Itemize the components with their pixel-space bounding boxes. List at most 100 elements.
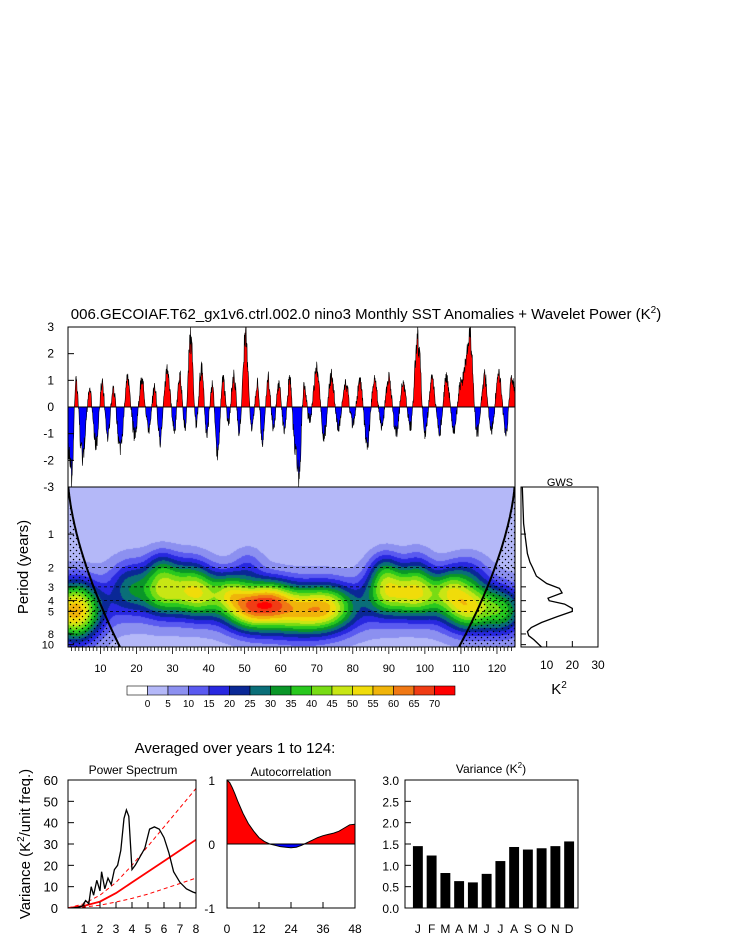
wavelet-time-axis: 10 20 30 40 50 60 70 80 90 100 110 120 [71, 647, 512, 675]
mv-y-tick-label: 0.5 [382, 881, 399, 895]
wavelet-colorbar: 0 5 10 15 20 25 30 35 40 45 50 55 60 65 70 [126, 685, 456, 710]
period-tick-label: 8 [48, 629, 54, 641]
sst-y-tick-label: -1 [43, 427, 54, 441]
period-tick-label: 3 [48, 582, 54, 594]
colorbar-swatch [249, 685, 271, 696]
autocorrelation-curve [226, 779, 356, 849]
ps-x-tick-label: 8 [193, 922, 200, 936]
autocorrelation-area [227, 780, 355, 844]
colorbar-swatch [311, 685, 333, 696]
coi-left-hatch [68, 487, 120, 647]
month-tick-label: J [497, 922, 503, 936]
monthly-variance-bar [426, 855, 437, 908]
ps-y-tick-label: 60 [44, 773, 58, 788]
sst-positive-area [68, 327, 515, 407]
monthly-variance-bar [550, 846, 561, 908]
mv-y-tick-label: 2.5 [382, 795, 399, 809]
sst-y-tick-label: -2 [43, 453, 54, 467]
red-noise-mean [68, 838, 196, 908]
sst-anomaly-panel: -3 -2 -1 0 1 2 3 [43, 320, 516, 494]
colorbar-label: 15 [203, 699, 215, 710]
colorbar-label: 45 [326, 699, 338, 710]
sst-y-tick-label: 0 [47, 400, 54, 414]
mv-y-tick-label: 2.0 [382, 817, 399, 831]
mv-y-tick-label: 1.0 [382, 859, 399, 873]
time-tick-label: 30 [166, 663, 178, 675]
time-tick-label: 70 [311, 663, 323, 675]
ps-y-tick-label: 50 [44, 794, 58, 809]
sst-y-axis: -3 -2 -1 0 1 2 3 [43, 320, 74, 494]
time-tick-label: 80 [347, 663, 359, 675]
colorbar-swatch [331, 685, 353, 696]
time-tick-label: 110 [452, 663, 470, 675]
colorbar-label: 50 [347, 699, 359, 710]
colorbar-swatch [290, 685, 312, 696]
wavelet-period-axis-label: Period (years) [15, 520, 32, 614]
ps-x-tick-label: 1 [81, 922, 88, 936]
wavelet-period-dashed-lines [68, 566, 515, 612]
colorbar-swatch [413, 685, 435, 696]
period-tick-label: 2 [48, 562, 54, 574]
colorbar-swatch [270, 685, 292, 696]
colorbar-label: 25 [244, 699, 256, 710]
gws-x-axis: 10 20 30 [540, 641, 605, 672]
ps-x-tick-label: 5 [145, 922, 152, 936]
ac-x-tick-label: 24 [284, 922, 298, 936]
colorbar-label: 0 [145, 699, 151, 710]
ps-x-tick-label: 2 [97, 922, 104, 936]
colorbar-label: 10 [183, 699, 195, 710]
power-spectrum-frame [67, 779, 197, 909]
month-tick-label: A [510, 922, 518, 936]
cone-of-influence-right [458, 487, 515, 647]
colorbar-label: 30 [265, 699, 277, 710]
time-tick-label: 50 [239, 663, 251, 675]
ac-x-tick-label: 36 [316, 922, 330, 936]
colorbar-label: 20 [224, 699, 236, 710]
gws-title: GWS [547, 477, 573, 489]
month-tick-label: A [455, 922, 463, 936]
time-tick-label: 60 [275, 663, 287, 675]
mv-y-tick-label: 1.5 [382, 838, 399, 852]
colorbar-swatch [188, 685, 210, 696]
red-noise-upper-bound [68, 788, 196, 908]
monthly-variance-bar [467, 882, 478, 908]
autocorrelation-panel: Autocorrelation -1 0 1 0 12 24 36 48 [204, 765, 362, 936]
ac-x-tick-label: 12 [252, 922, 266, 936]
sst-y-tick-label: 3 [47, 320, 54, 334]
monthly-variance-bar [522, 849, 533, 908]
sst-y-tick-label: 2 [47, 347, 54, 361]
month-tick-label: M [468, 922, 478, 936]
power-spectrum-curve [71, 807, 196, 908]
power-spectrum-title: Power Spectrum [89, 763, 178, 777]
autocorrelation-title: Autocorrelation [251, 765, 332, 779]
colorbar-label: 55 [367, 699, 379, 710]
colorbar-label: 65 [408, 699, 420, 710]
ps-y-tick-label: 30 [44, 837, 58, 852]
monthly-variance-bar [412, 846, 423, 908]
month-tick-label: N [551, 922, 560, 936]
sst-anomaly-series [67, 326, 516, 488]
mv-y-tick-label: 0.0 [382, 902, 399, 916]
gws-curve [521, 486, 573, 648]
figure-title: 006.GECOIAF.T62_gx1v6.ctrl.002.0 nino3 M… [71, 305, 661, 323]
ps-y-tick-label: 40 [44, 816, 58, 831]
ps-x-tick-label: 7 [177, 922, 184, 936]
autocorrelation-x-axis: 0 12 24 36 48 [224, 902, 362, 936]
month-tick-label: S [524, 922, 532, 936]
monthly-variance-bar [564, 841, 575, 908]
monthly-variance-bars [412, 841, 575, 908]
gws-panel: GWS 10 20 30 K2 [520, 477, 605, 698]
monthly-variance-bar [481, 873, 492, 908]
month-tick-label: F [428, 922, 435, 936]
month-tick-label: J [415, 922, 421, 936]
sst-y-tick-label: -3 [43, 480, 54, 494]
autocorrelation-y-axis: -1 0 1 [204, 774, 233, 916]
ps-x-tick-label: 4 [129, 922, 136, 936]
sst-y-tick-label: 1 [47, 373, 54, 387]
month-tick-label: O [537, 922, 546, 936]
colorbar-label: 40 [306, 699, 318, 710]
autocorrelation-negative-area [227, 844, 355, 848]
